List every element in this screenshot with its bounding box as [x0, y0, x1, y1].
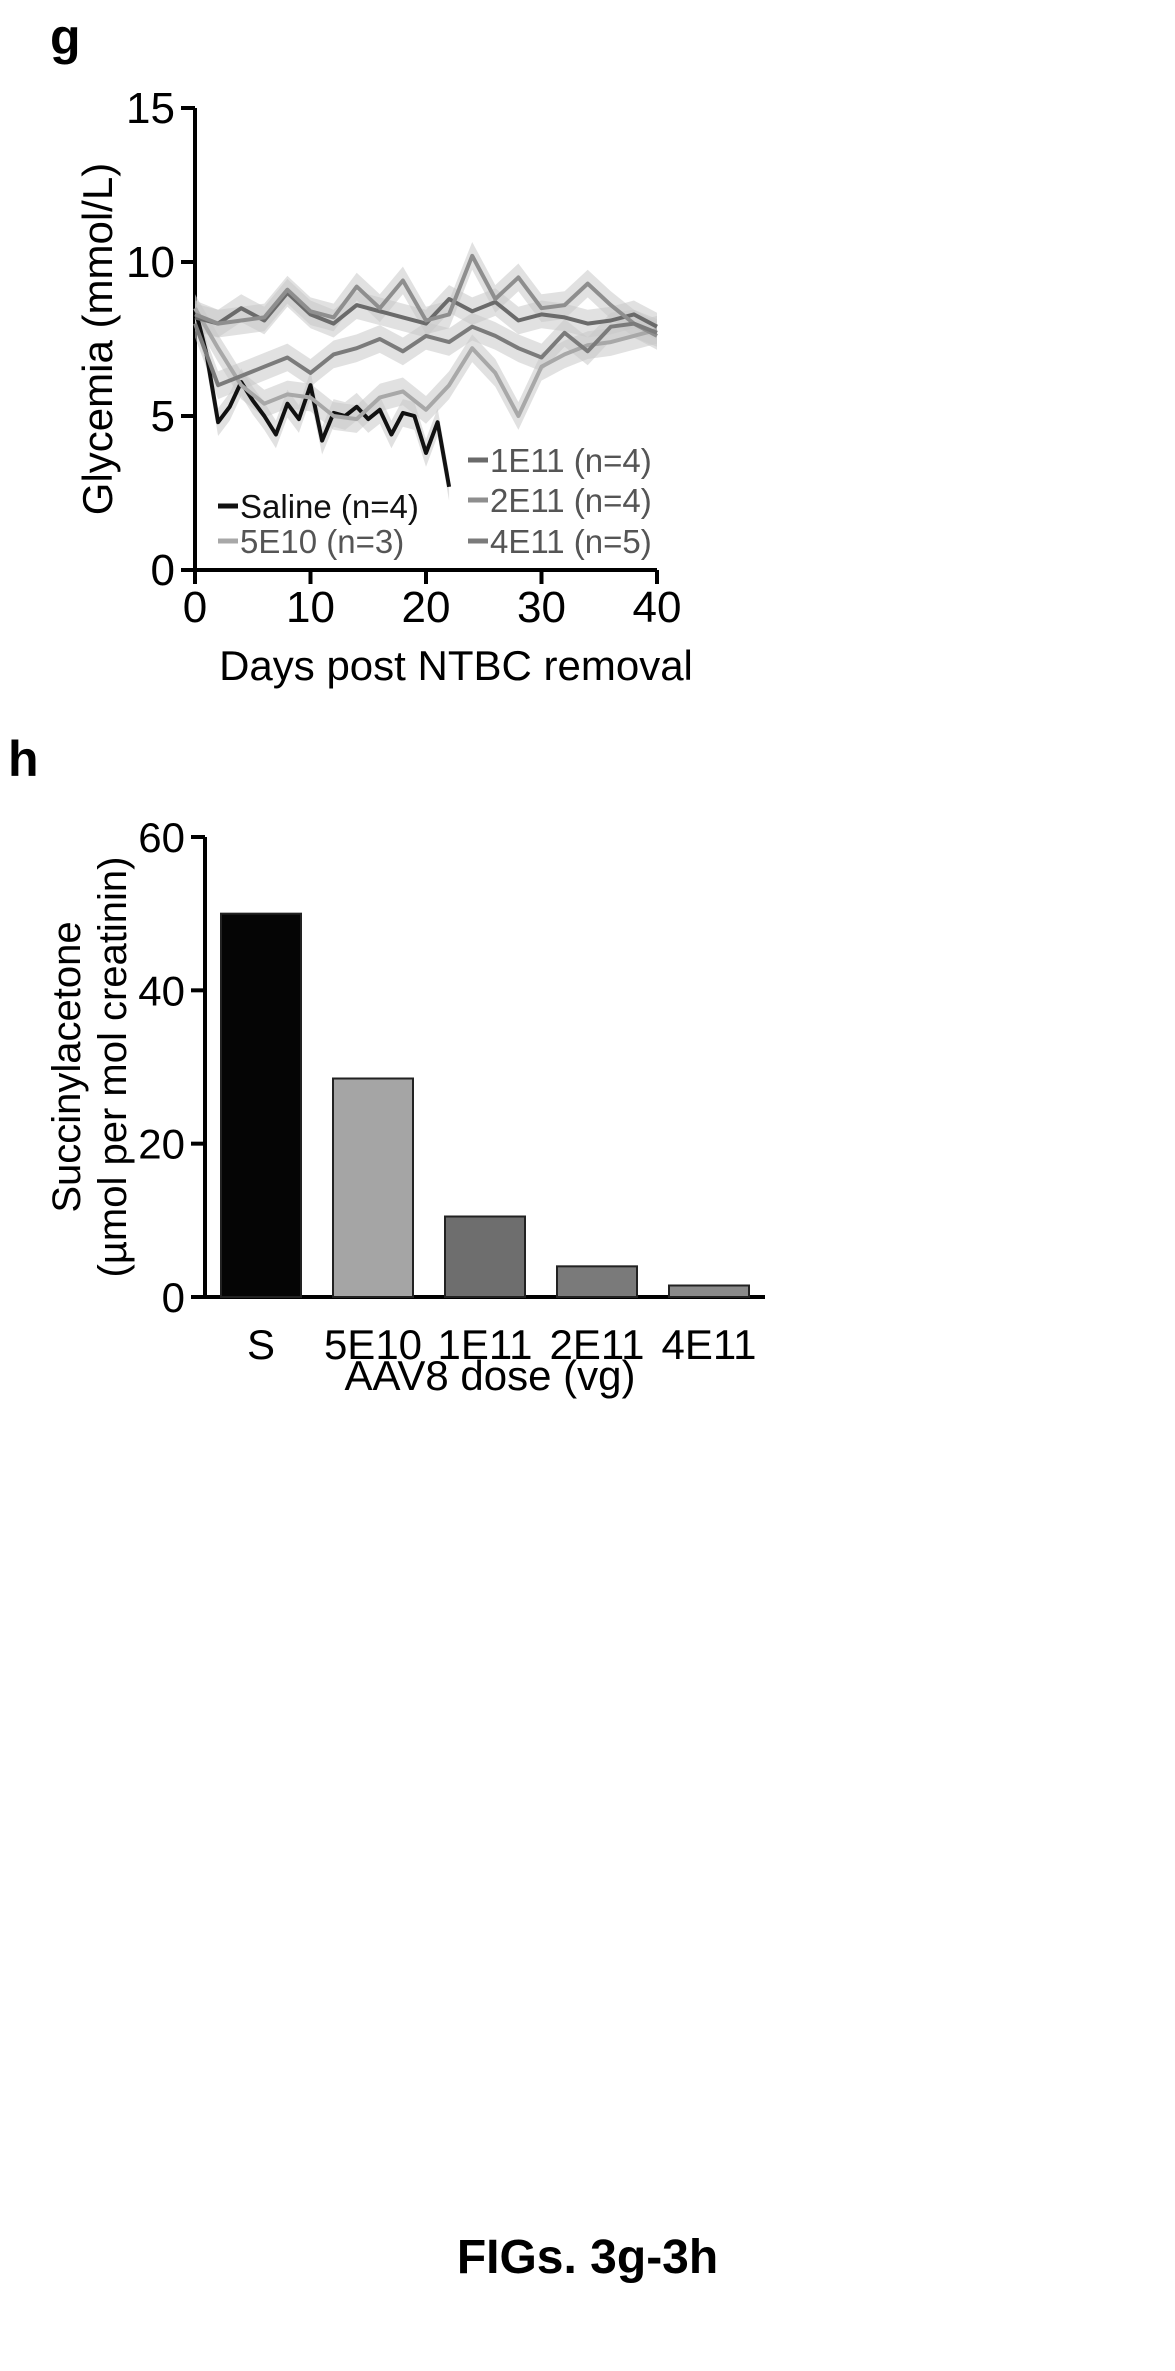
x-tick-label: S — [247, 1321, 275, 1368]
succinylacetone-bar-chart: 0 20 40 60 S 5E10 1E11 2E11 4E11 AAV8 dose (vg) Su… — [45, 814, 765, 1399]
legend-label: 5E10 (n=3) — [240, 523, 404, 560]
panel-label-g: g — [50, 9, 81, 65]
x-tick-label: 1E11 — [438, 1321, 533, 1368]
x-tick-label: 20 — [402, 583, 451, 632]
x-tick-label: 40 — [633, 583, 682, 632]
y-tick-label: 40 — [138, 967, 185, 1014]
y-tick-label: 20 — [138, 1121, 185, 1168]
x-tick-label: 0 — [183, 583, 207, 632]
bar — [332, 1077, 414, 1298]
legend-label: 4E11 (n=5) — [490, 523, 652, 560]
x-tick-label: 4E11 — [662, 1321, 757, 1368]
y-axis-label-line1: Succinylacetone — [45, 921, 89, 1212]
y-tick-label: 60 — [138, 814, 185, 861]
y-tick-label: 10 — [126, 238, 175, 287]
x-axis-label: Days post NTBC removal — [219, 642, 693, 689]
series-line — [193, 307, 658, 422]
legend-label: 2E11 (n=4) — [490, 482, 652, 519]
bar — [556, 1265, 638, 1298]
x-tick-label: 30 — [517, 583, 566, 632]
legend-label: Saline (n=4) — [240, 488, 419, 525]
x-tick-label: 2E11 — [550, 1321, 645, 1368]
series-line — [194, 253, 658, 338]
error-band — [195, 309, 657, 400]
x-tick-label: 5E10 — [324, 1321, 422, 1368]
series-line — [193, 321, 658, 388]
x-axis-label: AAV8 dose (vg) — [344, 1352, 635, 1399]
y-axis-label-line2: (µmol per mol creatinin) — [91, 857, 135, 1278]
y-tick-label: 5 — [151, 392, 175, 441]
x-tick-label: 10 — [286, 583, 335, 632]
y-axis-label: Glycemia (mmol/L) — [74, 163, 121, 515]
bar — [668, 1284, 750, 1298]
figure-caption: FIGs. 3g-3h — [456, 2231, 719, 2284]
panel-label-h: h — [8, 731, 39, 787]
bar — [220, 912, 302, 1299]
glycemia-line-chart: 0 5 10 15 0 10 20 30 40 Days post NTBC removal Gly… — [74, 84, 693, 689]
series-line — [193, 307, 452, 488]
y-tick-label: 0 — [151, 546, 175, 595]
error-band — [195, 242, 657, 350]
y-tick-label: 15 — [126, 84, 175, 133]
bar — [444, 1215, 526, 1298]
legend-label: 1E11 (n=4) — [490, 442, 652, 479]
y-tick-label: 0 — [162, 1274, 185, 1321]
